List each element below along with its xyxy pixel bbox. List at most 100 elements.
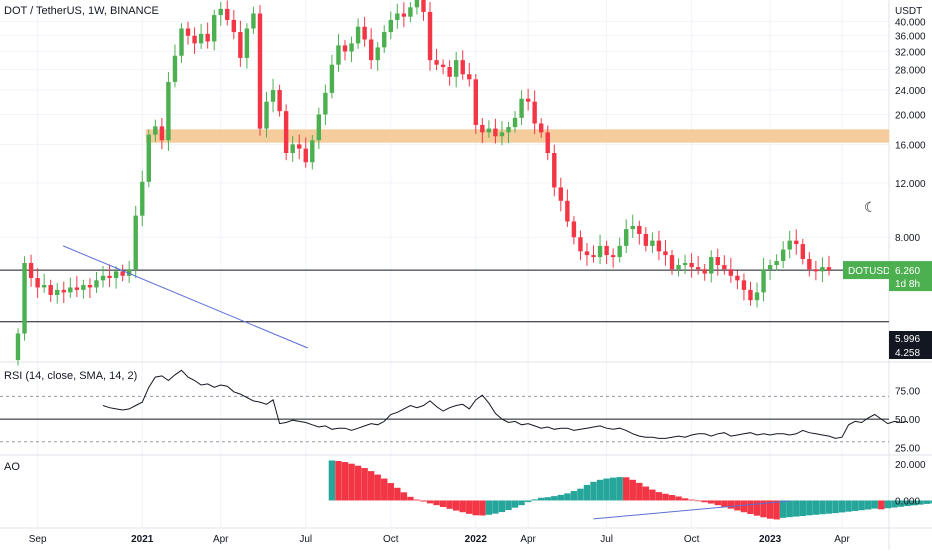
candle-body [87,285,93,288]
candle-body [35,278,40,288]
ao-bar [897,500,905,507]
candle-body [702,269,707,274]
candle-body [375,47,380,61]
price-tick-label: 24.000 [895,86,926,97]
candle-body [715,257,720,266]
x-tick-label: Jul [299,534,312,545]
candle-body [676,265,681,270]
candle-body [787,240,792,250]
ao-bar [577,488,584,501]
candle-body [323,92,328,115]
candle-body [41,285,47,288]
x-tick-label: Apr [834,534,850,545]
candle-body [382,32,387,48]
ao-bar [845,500,852,512]
candle-body [362,26,367,40]
candle-body [597,245,603,258]
candle-body [421,0,426,12]
ao-bar [662,493,669,501]
ao-bar [701,500,708,503]
candle-body [637,225,642,234]
candle-body [120,271,125,276]
ao-bar [649,489,656,501]
candle-body [486,128,492,133]
ao-bar [466,500,473,514]
ao-bar [472,500,479,516]
ao-bar [459,500,466,513]
candle-body [695,267,701,270]
candle-body [297,144,302,149]
candle-body [212,15,217,42]
ao-bar [708,500,715,504]
ao-bar [354,465,362,501]
candle-body [591,255,596,258]
candle-body [453,60,459,77]
ao-bar [871,500,878,509]
candle-body [336,45,341,65]
candle-body [552,153,557,188]
candle-body [480,124,485,133]
candle-body [28,263,34,279]
candle-body [669,255,675,270]
candle-body [355,26,361,44]
candle-body [316,114,322,141]
ao-bar [413,499,421,501]
price-tick-label: 12.000 [895,179,926,190]
ao-bar [426,500,434,504]
candle-body [368,39,374,61]
x-tick-label: 2023 [759,534,782,545]
x-tick-label: Sep [29,534,47,545]
candle-body [140,181,145,216]
candle-body [826,267,832,271]
ao-bar [779,500,787,518]
ao-bar [498,500,506,513]
candle-body [414,0,420,8]
candle-body [584,251,590,256]
candle-body [22,263,27,334]
ao-bar [714,500,721,506]
ao-bar [544,497,551,501]
candle-body [126,269,132,276]
resistance-zone [145,129,890,143]
ao-bar [825,500,833,514]
rsi-tick-label: 50.00 [895,415,920,426]
ao-bar [407,496,414,501]
ao-bar [806,500,813,516]
ao-bar [812,500,820,515]
candle-body [61,289,66,293]
ao-bar [538,497,545,501]
candle-body [447,67,452,77]
candle-body [650,240,655,246]
candle-body [107,275,112,279]
ao-bar [616,477,623,501]
candle-body [735,275,740,281]
ao-bar [681,498,689,501]
candle-body [55,289,60,295]
candle-body [349,43,354,52]
ao-bar [917,500,924,505]
price-tick-label: 8.000 [895,233,920,244]
candle-body [532,101,537,124]
support-price-badge [889,345,932,359]
ao-bar [485,500,493,515]
ao-bar [838,500,846,513]
candle-body [780,249,786,261]
candle-body [133,215,138,270]
candle-body [794,240,799,245]
candle-body [682,263,688,266]
ao-bar [786,500,793,518]
ao-bar [642,486,650,501]
candle-body [604,245,609,256]
candle-body [68,287,73,293]
ao-bar [603,478,610,501]
candle-body [558,187,564,201]
ao-bar [479,500,486,516]
ao-bar [361,468,368,501]
candle-body [225,8,230,20]
candle-body [283,111,289,154]
candle-body [427,11,433,61]
candle-body [100,275,106,281]
ao-bar [518,500,525,506]
moon-icon[interactable]: ☾ [864,199,877,215]
